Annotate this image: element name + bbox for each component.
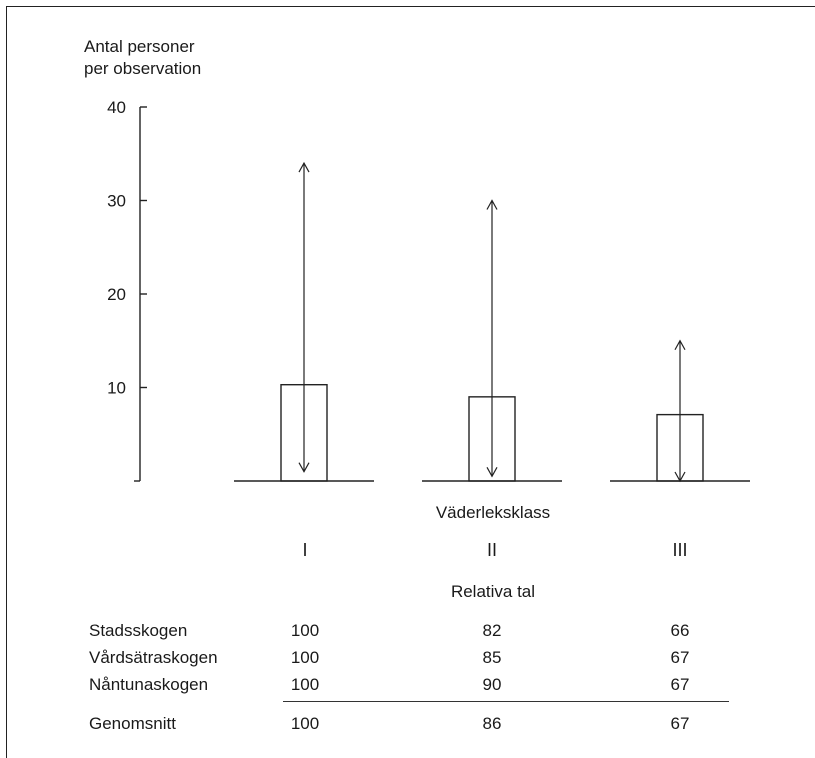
range-arrow-down (298, 462, 310, 473)
cell-value: 82 (482, 621, 502, 640)
table-row-average: Genomsnitt 100 86 67 (0, 714, 815, 740)
table-title: Relativa tal (450, 582, 536, 601)
range-arrow-down (674, 471, 686, 483)
cell-value: 67 (670, 675, 690, 694)
y-tick-label: 20 (107, 285, 126, 304)
row-name: Stadsskogen (89, 621, 188, 640)
cell-value: 67 (670, 714, 690, 733)
range-arrow-up (486, 199, 498, 210)
y-tick-label: 10 (107, 379, 126, 398)
cell-value: 100 (290, 621, 320, 640)
cell-value: 85 (482, 648, 502, 667)
x-axis-label: Väderleksklass (435, 503, 551, 522)
row-name: Vårdsätraskogen (89, 648, 218, 667)
cell-value: 100 (290, 648, 320, 667)
cell-value: 66 (670, 621, 690, 640)
table-row: Stadsskogen 100 82 66 (0, 621, 815, 647)
range-arrow-up (674, 339, 686, 351)
table-rule (283, 701, 729, 702)
cell-value: 86 (482, 714, 502, 733)
row-name: Genomsnitt (89, 714, 176, 733)
table-row: Nåntunaskogen 100 90 67 (0, 675, 815, 701)
y-tick-label: 30 (107, 192, 126, 211)
y-tick-label: 40 (107, 98, 126, 117)
row-name: Nåntunaskogen (89, 675, 209, 694)
cell-value: 100 (290, 675, 320, 694)
range-arrow-down (486, 467, 498, 478)
category-label-2: II (486, 540, 497, 560)
category-label-1: I (302, 540, 308, 560)
y-axis-label-line-2: per observation (84, 59, 202, 78)
cell-value: 90 (482, 675, 502, 694)
y-axis-label-line-1: Antal personer (84, 37, 195, 56)
cell-value: 100 (290, 714, 320, 733)
cell-value: 67 (670, 648, 690, 667)
range-arrow-up (298, 161, 310, 173)
category-label-3: III (672, 540, 688, 560)
table-row: Vårdsätraskogen 100 85 67 (0, 648, 815, 674)
figure-frame (6, 6, 815, 758)
bar-chart: 10 20 30 40 (107, 98, 750, 483)
